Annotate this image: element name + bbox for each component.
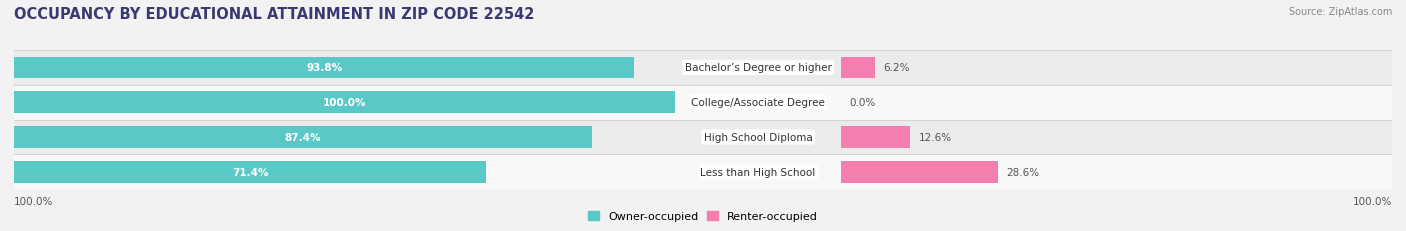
Text: Source: ZipAtlas.com: Source: ZipAtlas.com	[1288, 7, 1392, 17]
Bar	[14, 57, 634, 79]
Bar	[14, 161, 486, 183]
Text: 28.6%: 28.6%	[1007, 167, 1040, 177]
Bar	[841, 127, 910, 148]
Bar	[675, 51, 841, 85]
Text: 87.4%: 87.4%	[285, 132, 322, 143]
Bar	[841, 85, 1392, 120]
Bar	[675, 120, 841, 155]
Bar	[841, 51, 1392, 85]
Text: College/Associate Degree: College/Associate Degree	[692, 98, 825, 108]
Bar	[14, 85, 675, 120]
Legend: Owner-occupied, Renter-occupied: Owner-occupied, Renter-occupied	[583, 206, 823, 225]
Text: 100.0%: 100.0%	[1353, 196, 1392, 206]
Bar	[14, 51, 675, 85]
Text: OCCUPANCY BY EDUCATIONAL ATTAINMENT IN ZIP CODE 22542: OCCUPANCY BY EDUCATIONAL ATTAINMENT IN Z…	[14, 7, 534, 22]
Bar	[841, 120, 1392, 155]
Bar	[14, 120, 675, 155]
Bar	[675, 155, 841, 189]
Text: 100.0%: 100.0%	[14, 196, 53, 206]
Text: 93.8%: 93.8%	[307, 63, 342, 73]
Text: 100.0%: 100.0%	[323, 98, 367, 108]
Text: Less than High School: Less than High School	[700, 167, 815, 177]
Text: 12.6%: 12.6%	[918, 132, 952, 143]
Bar	[675, 85, 841, 120]
Text: High School Diploma: High School Diploma	[704, 132, 813, 143]
Text: Bachelor’s Degree or higher: Bachelor’s Degree or higher	[685, 63, 831, 73]
Text: 71.4%: 71.4%	[232, 167, 269, 177]
Bar	[14, 92, 675, 113]
Bar	[841, 57, 875, 79]
Text: 6.2%: 6.2%	[883, 63, 910, 73]
Bar	[14, 127, 592, 148]
Bar	[841, 161, 998, 183]
Bar	[14, 155, 675, 189]
Bar	[841, 155, 1392, 189]
Text: 0.0%: 0.0%	[849, 98, 876, 108]
